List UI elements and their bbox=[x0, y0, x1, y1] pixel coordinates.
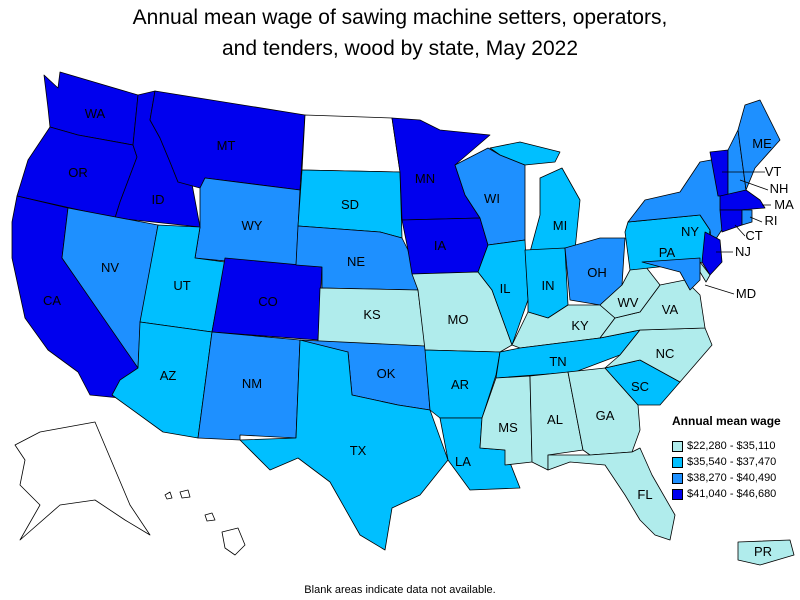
label-wi: WI bbox=[484, 191, 500, 206]
state-hi[interactable] bbox=[164, 489, 246, 556]
footnote: Blank areas indicate data not available. bbox=[304, 584, 496, 596]
state-mi[interactable] bbox=[529, 167, 581, 253]
label-il: IL bbox=[500, 281, 511, 296]
state-mi-upper[interactable] bbox=[489, 141, 561, 166]
legend-swatch bbox=[672, 456, 683, 468]
label-ny: NY bbox=[681, 224, 699, 239]
label-nc: NC bbox=[656, 346, 675, 361]
legend-item: $38,270 - $40,490 bbox=[672, 470, 800, 486]
state-nj[interactable] bbox=[701, 231, 723, 276]
legend-swatch bbox=[672, 488, 683, 500]
legend-item: $35,540 - $37,470 bbox=[672, 454, 800, 470]
legend-item: $41,040 - $46,680 bbox=[672, 486, 800, 502]
label-me: ME bbox=[752, 136, 772, 151]
legend-swatch bbox=[672, 472, 683, 484]
state-ak[interactable] bbox=[14, 421, 151, 541]
state-mt[interactable] bbox=[149, 90, 306, 191]
label-ky: KY bbox=[571, 318, 589, 333]
map-title-line-1: Annual mean wage of sawing machine sette… bbox=[132, 6, 668, 29]
label-sc: SC bbox=[631, 379, 649, 394]
label-la: LA bbox=[455, 454, 471, 469]
label-or: OR bbox=[68, 165, 88, 180]
state-md[interactable] bbox=[641, 257, 701, 291]
label-ca: CA bbox=[43, 293, 61, 308]
label-nm: NM bbox=[242, 376, 262, 391]
label-oh: OH bbox=[587, 265, 607, 280]
leader-md bbox=[704, 284, 735, 295]
state-fl[interactable] bbox=[547, 447, 676, 541]
label-ne: NE bbox=[347, 254, 365, 269]
legend-item: $22,280 - $35,110 bbox=[672, 438, 800, 454]
legend-label: $38,270 - $40,490 bbox=[687, 472, 777, 484]
label-ks: KS bbox=[363, 307, 381, 322]
state-nd[interactable] bbox=[301, 114, 401, 173]
label-ok: OK bbox=[377, 366, 396, 381]
label-nv: NV bbox=[101, 260, 119, 275]
label-mo: MO bbox=[448, 312, 469, 327]
legend-title: Annual mean wage bbox=[672, 414, 781, 428]
label-wv: WV bbox=[618, 295, 639, 310]
leader-nh bbox=[739, 179, 769, 191]
label-md: MD bbox=[736, 286, 756, 301]
label-vt: VT bbox=[765, 164, 782, 179]
label-al: AL bbox=[547, 412, 563, 427]
label-ia: IA bbox=[434, 238, 447, 253]
label-ar: AR bbox=[451, 377, 469, 392]
label-id: ID bbox=[152, 192, 165, 207]
legend-label: $35,540 - $37,470 bbox=[687, 456, 777, 468]
map-title: Annual mean wage of sawing machine sette… bbox=[0, 2, 800, 64]
leader-ri bbox=[749, 216, 763, 223]
label-tn: TN bbox=[549, 354, 566, 369]
state-ri[interactable] bbox=[741, 209, 753, 226]
label-ut: UT bbox=[173, 278, 190, 293]
label-tx: TX bbox=[350, 443, 367, 458]
label-nj: NJ bbox=[735, 244, 751, 259]
legend-label: $41,040 - $46,680 bbox=[687, 488, 777, 500]
legend-label: $22,280 - $35,110 bbox=[687, 440, 776, 452]
state-tx[interactable] bbox=[239, 339, 449, 551]
label-ri: RI bbox=[765, 213, 778, 228]
state-wv[interactable] bbox=[599, 261, 661, 319]
label-in: IN bbox=[542, 278, 555, 293]
legend-swatch bbox=[672, 440, 683, 452]
label-pa: PA bbox=[659, 245, 676, 260]
leader-ct bbox=[734, 224, 746, 237]
legend: Annual mean wage $22,280 - $35,110 $35,5… bbox=[672, 414, 800, 502]
label-sd: SD bbox=[341, 197, 359, 212]
label-az: AZ bbox=[160, 368, 177, 383]
state-labels: WA OR CA ID MT NV WY UT CO AZ NM SD NE K… bbox=[43, 106, 794, 559]
label-ms: MS bbox=[498, 420, 518, 435]
map-title-line-2: and tenders, wood by state, May 2022 bbox=[221, 37, 579, 60]
label-ma: MA bbox=[774, 197, 794, 212]
label-mn: MN bbox=[415, 171, 435, 186]
label-ct: CT bbox=[745, 228, 762, 243]
label-mt: MT bbox=[217, 138, 236, 153]
leader-lines bbox=[704, 171, 771, 295]
label-pr: PR bbox=[754, 544, 772, 559]
label-mi: MI bbox=[553, 218, 567, 233]
label-ga: GA bbox=[596, 408, 615, 423]
state-pr[interactable] bbox=[737, 539, 795, 566]
label-wa: WA bbox=[85, 106, 106, 121]
label-fl: FL bbox=[637, 487, 652, 502]
label-wy: WY bbox=[242, 218, 263, 233]
label-co: CO bbox=[258, 294, 278, 309]
label-nh: NH bbox=[770, 181, 789, 196]
label-va: VA bbox=[662, 302, 679, 317]
